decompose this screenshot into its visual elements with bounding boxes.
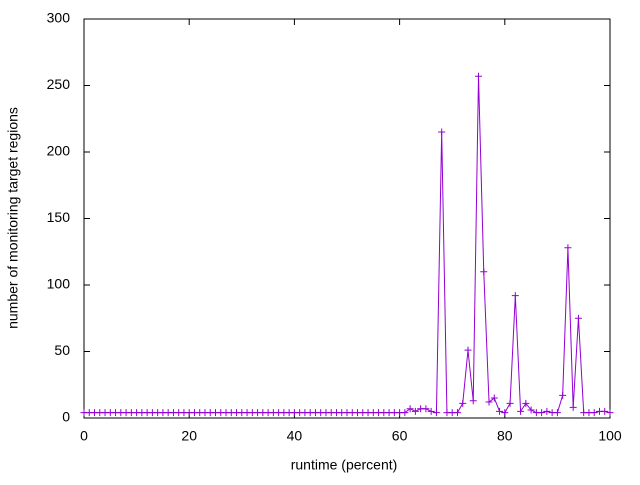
x-tick-label: 80 [497,428,513,444]
point-marker [553,409,561,417]
x-tick-label: 100 [598,428,622,444]
point-marker [559,391,567,399]
point-marker [496,407,504,415]
x-tick-label: 20 [181,428,197,444]
point-marker [590,409,598,417]
y-tick-label: 50 [54,342,70,358]
series-line [84,76,611,414]
point-marker [574,314,582,322]
y-tick-label: 150 [47,209,71,225]
point-marker [475,72,482,80]
y-tick-label: 250 [47,76,71,92]
point-marker [490,394,498,402]
point-marker [453,409,461,417]
point-marker [522,399,530,407]
x-tick-label: 0 [80,428,88,444]
point-marker [459,399,467,407]
y-tick-label: 100 [47,276,71,292]
point-marker [511,292,519,300]
point-marker [422,405,430,413]
point-marker [569,403,577,411]
point-marker [485,398,493,406]
point-marker [480,268,488,276]
point-marker [527,406,535,414]
x-tick-label: 60 [392,428,408,444]
point-marker [538,409,546,417]
y-tick-label: 0 [62,409,70,425]
point-marker [406,405,414,413]
point-marker [438,128,446,136]
point-marker [401,409,409,417]
point-marker [601,407,609,415]
plot-border [83,18,611,419]
point-marker [411,407,419,415]
y-tick-label: 300 [47,10,71,26]
point-marker [464,346,472,354]
point-marker [501,409,509,417]
point-marker [543,407,551,415]
point-marker [432,409,440,417]
point-marker [517,407,525,415]
point-marker [427,407,435,415]
point-marker [564,244,572,252]
x-tick-label: 40 [287,428,303,444]
x-axis-label: runtime (percent) [291,457,398,473]
point-marker [606,409,614,417]
y-tick-label: 200 [47,143,71,159]
point-marker [506,399,514,407]
y-axis-label: number of monitoring target regions [5,107,21,329]
point-marker [469,397,477,405]
